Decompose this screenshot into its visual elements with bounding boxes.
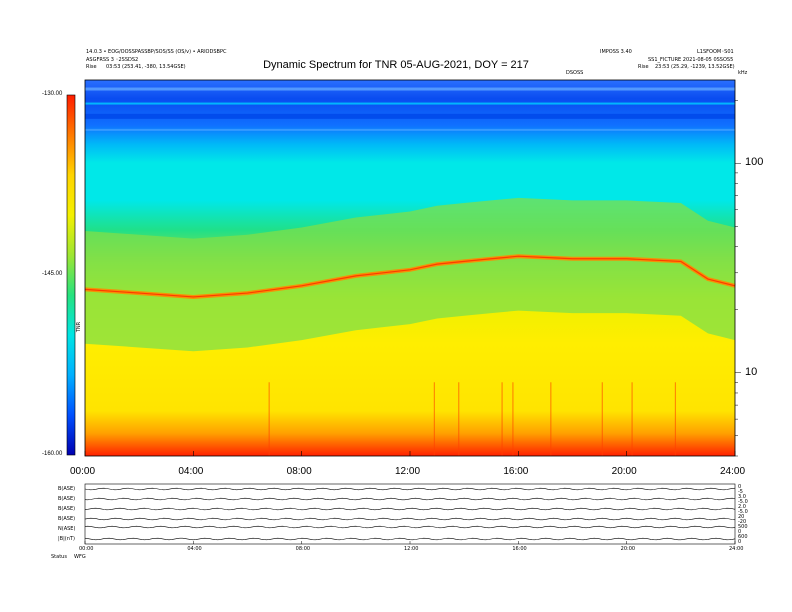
header-info-right: SS1_FICTURE 2021-08-05 0SSOS5 bbox=[648, 57, 734, 63]
strip-right-bottom-label: 0 bbox=[738, 539, 742, 545]
noise-band-0 bbox=[85, 87, 735, 91]
strip-x-tick-label: 16:00 bbox=[512, 546, 527, 552]
x-tick-label: 16:00 bbox=[503, 466, 529, 477]
strip-x-tick-label: 20:00 bbox=[620, 546, 636, 552]
colorbar bbox=[66, 94, 76, 456]
emission-band-core bbox=[84, 255, 736, 298]
strip-x-tick-label: 04:00 bbox=[187, 546, 202, 552]
strip-right-top-label: 3.0 bbox=[738, 494, 746, 500]
header-info-line1: 14.0.3 • EOG/OOSSPASSBP/SOS/SS (OS/v) • … bbox=[86, 49, 227, 55]
footer-status-label: Status bbox=[51, 554, 67, 560]
x-tick-label: 08:00 bbox=[286, 466, 312, 477]
strip-right-top-label: 2.0 bbox=[738, 504, 746, 510]
strip-label: B(ASE) bbox=[58, 506, 76, 512]
strip-trace-0 bbox=[84, 487, 736, 491]
x-tick-label: 20:00 bbox=[611, 466, 637, 477]
x-tick-label: 12:00 bbox=[395, 466, 421, 477]
strip-right-top-label: 0 bbox=[738, 484, 742, 490]
y-axis-ticks bbox=[735, 100, 741, 457]
header-rise-value-left: 03:53 (253.41, -380, 13.54GSE) bbox=[106, 64, 186, 70]
strip-trace-4 bbox=[84, 525, 736, 529]
noise-band-3 bbox=[85, 128, 735, 131]
strip-right-bottom-label: -5.0 bbox=[738, 499, 748, 505]
strip-label: |B|(nT) bbox=[58, 536, 75, 542]
header-version: IMPOSS 3.40 bbox=[600, 49, 632, 55]
strip-x-tick-label: 08:00 bbox=[295, 546, 311, 552]
colorbar-tick-label: -160.00 bbox=[42, 451, 63, 457]
strip-right-bottom-label: 0 bbox=[738, 529, 742, 535]
strip-right-top-label: 600 bbox=[738, 534, 748, 540]
y-tick-label: 10 bbox=[745, 365, 758, 378]
emission-envelope bbox=[85, 197, 735, 352]
strip-x-tick-label: 24:00 bbox=[729, 546, 744, 552]
header-rise-label-left: Rise bbox=[86, 64, 97, 70]
strip-label: B(ASE) bbox=[58, 496, 76, 502]
strip-label: N(ASE) bbox=[58, 526, 76, 532]
plot-top-right-label: kHz bbox=[738, 70, 748, 76]
x-tick-label: 24:00 bbox=[720, 466, 746, 477]
strip-right-top-label: 500 bbox=[738, 524, 748, 530]
strip-trace-1 bbox=[84, 497, 736, 501]
strip-label: B(ASE) bbox=[58, 516, 76, 522]
plot-top-label: DSOSS bbox=[566, 70, 584, 76]
bottom-strip-panels bbox=[84, 483, 736, 545]
strip-right-top-label: 20 bbox=[738, 514, 745, 520]
spectrogram bbox=[84, 80, 736, 456]
noise-band-1 bbox=[85, 102, 735, 105]
strip-frame bbox=[84, 483, 736, 545]
chart-title: Dynamic Spectrum for TNR 05-AUG-2021, DO… bbox=[263, 59, 529, 71]
y-tick-label: 100 bbox=[745, 156, 764, 169]
strip-x-tick-label: 12:00 bbox=[404, 546, 419, 552]
header-rise-value-right: 23:53 (25.29, -1239, 13.52GSE) bbox=[655, 64, 735, 70]
noise-band-2 bbox=[85, 113, 735, 119]
header-station: L1SFOOM◦S01 bbox=[697, 49, 734, 55]
header-info-line2: ASGFRSS 3 ◦2SSDS2 bbox=[86, 57, 139, 63]
colorbar-tick-label: -130.00 bbox=[42, 91, 63, 97]
colorbar-unit-label: TNR bbox=[76, 321, 83, 333]
x-axis-ticks bbox=[84, 451, 736, 456]
x-tick-label: 04:00 bbox=[178, 466, 204, 477]
strip-right-bottom-label: -5 bbox=[738, 489, 743, 495]
strip-right-bottom-label: -5.0 bbox=[738, 509, 748, 515]
strip-right-bottom-label: -20 bbox=[738, 519, 747, 525]
strip-trace-2 bbox=[84, 507, 736, 511]
strip-label: B(ASE) bbox=[58, 486, 76, 492]
footer-small-label: WFG bbox=[74, 554, 86, 560]
strip-trace-5 bbox=[84, 537, 736, 541]
header-rise-label-right: Rise bbox=[638, 64, 649, 70]
strip-x-tick-label: 00:00 bbox=[79, 546, 94, 552]
strip-trace-3 bbox=[84, 517, 736, 521]
x-tick-label: 00:00 bbox=[70, 466, 96, 477]
colorbar-tick-label: -145.00 bbox=[42, 271, 63, 277]
